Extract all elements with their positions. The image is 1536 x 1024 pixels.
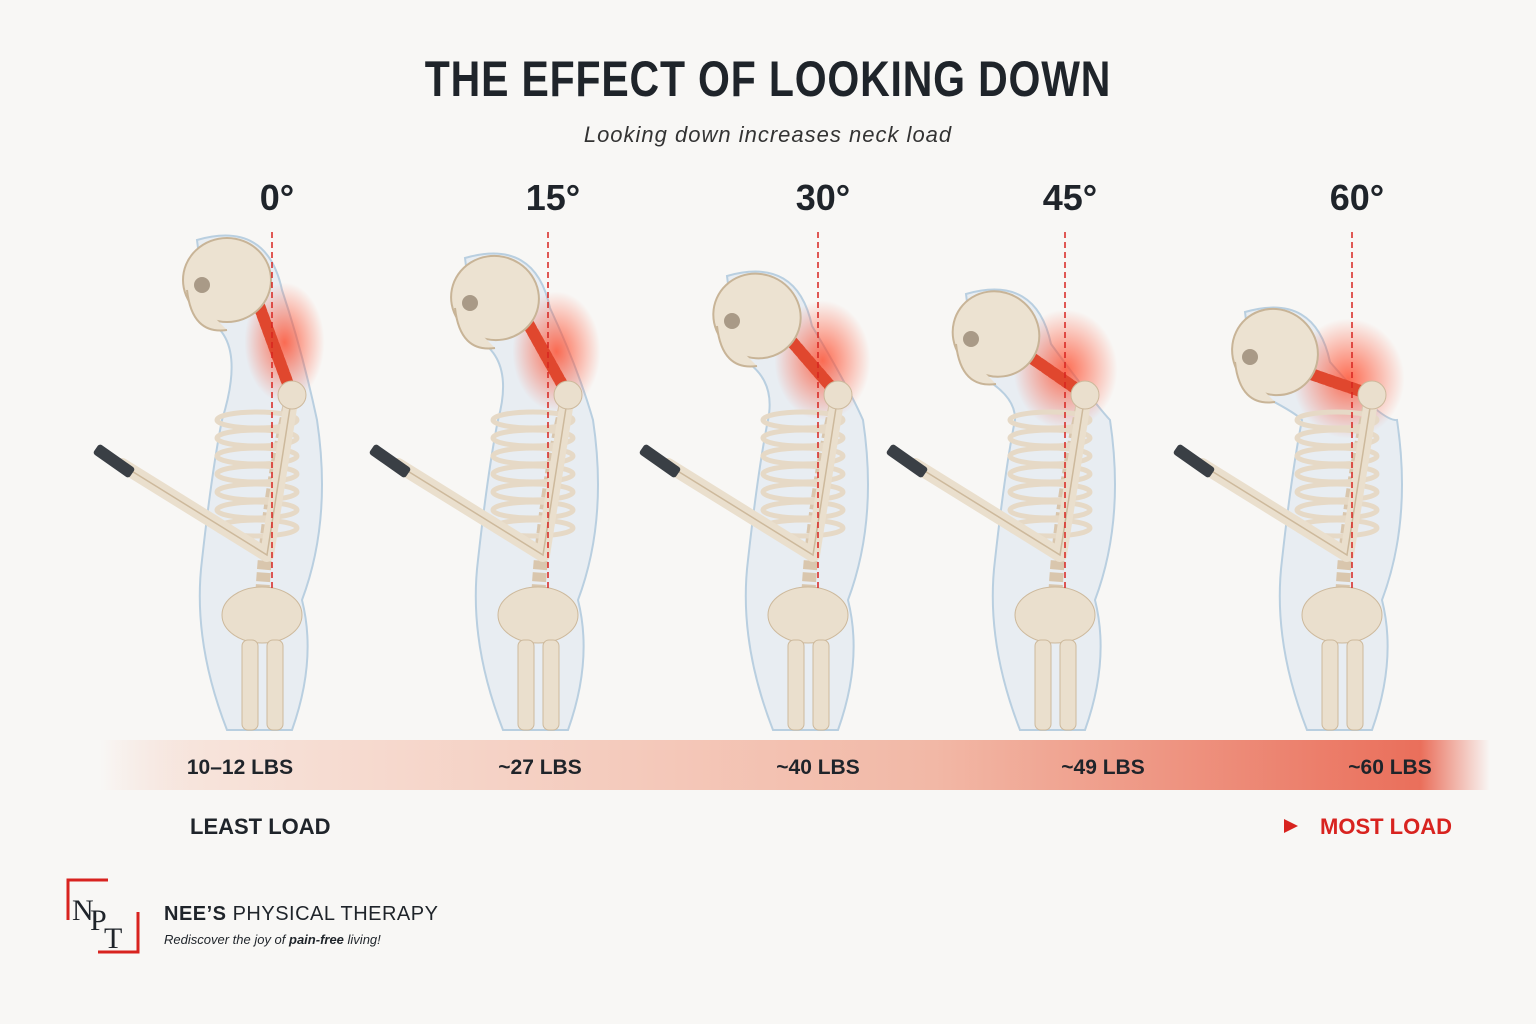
phone xyxy=(93,444,135,478)
load-label: ~60 LBS xyxy=(1348,756,1431,779)
shoulder xyxy=(823,380,853,410)
leg xyxy=(787,639,805,731)
jaw xyxy=(716,325,758,368)
figure: 0° 10–12 LBS xyxy=(93,177,325,779)
tagline-bold: pain-free xyxy=(289,932,344,947)
logo-letter: T xyxy=(104,922,122,955)
angle-label: 60° xyxy=(1330,177,1384,218)
arm-edge xyxy=(914,394,1086,557)
shoulder xyxy=(1357,380,1387,410)
load-label: ~27 LBS xyxy=(498,756,581,779)
phone xyxy=(886,444,928,478)
eye-socket xyxy=(724,313,740,329)
leg xyxy=(1346,639,1364,731)
leg xyxy=(1034,639,1052,731)
arm-edge xyxy=(121,394,293,557)
logo: N P T xyxy=(66,878,140,955)
jaw xyxy=(955,343,997,386)
skull xyxy=(182,237,272,323)
logo-letter: P xyxy=(90,904,107,937)
brand-rest: PHYSICAL THERAPY xyxy=(232,903,439,925)
angle-label: 0° xyxy=(260,177,294,218)
arm-edge xyxy=(667,394,839,557)
leg xyxy=(1321,639,1339,731)
angle-label: 45° xyxy=(1043,177,1097,218)
jaw xyxy=(186,289,228,332)
leg xyxy=(266,639,284,731)
shoulder xyxy=(1070,380,1100,410)
figure: 60° ~60 LBS xyxy=(1173,177,1432,779)
jaw xyxy=(454,307,496,350)
least-load: LEAST LOAD xyxy=(190,814,331,839)
cervical-spine xyxy=(251,294,298,401)
load-label: ~49 LBS xyxy=(1061,756,1144,779)
title: THE EFFECT OF LOOKING DOWN xyxy=(424,51,1112,107)
brand-bold: NEE’S xyxy=(164,903,227,925)
neck-strain xyxy=(512,291,601,412)
tagline-part: living! xyxy=(343,932,381,947)
load-label: ~40 LBS xyxy=(776,756,859,779)
leg xyxy=(812,639,830,731)
shoulder xyxy=(277,380,307,410)
shoulder xyxy=(553,380,583,410)
pelvis xyxy=(1014,586,1096,644)
eye-socket xyxy=(1242,349,1258,365)
subtitle: Looking down increases neck load xyxy=(583,122,953,147)
skull xyxy=(450,254,540,342)
leg xyxy=(542,639,560,731)
angle-label: 30° xyxy=(796,177,850,218)
phone xyxy=(1173,444,1215,478)
leg xyxy=(517,639,535,731)
pelvis xyxy=(497,586,579,644)
pelvis xyxy=(767,586,849,644)
logo-letter: N xyxy=(72,894,94,927)
load-band xyxy=(100,740,1490,790)
brand-name: NEE’S PHYSICAL THERAPY xyxy=(164,903,438,926)
figure: 45° ~49 LBS xyxy=(886,177,1145,779)
pelvis xyxy=(1301,586,1383,644)
eye-socket xyxy=(963,331,979,347)
cervical-spine xyxy=(519,312,574,401)
leg xyxy=(1059,639,1077,731)
phone xyxy=(369,444,411,478)
arm-edge xyxy=(397,394,569,557)
arrow-head xyxy=(1284,819,1298,833)
figure: 15° ~27 LBS xyxy=(369,177,601,779)
eye-socket xyxy=(462,295,478,311)
leg xyxy=(241,639,259,731)
tagline-part: Rediscover the joy of xyxy=(164,932,290,947)
eye-socket xyxy=(194,277,210,293)
arm-edge xyxy=(1201,394,1373,557)
phone xyxy=(639,444,681,478)
figure: 30° ~40 LBS xyxy=(639,177,871,779)
jaw xyxy=(1234,361,1276,404)
load-label: 10–12 LBS xyxy=(187,756,293,779)
most-load: MOST LOAD xyxy=(1320,814,1452,839)
pelvis xyxy=(221,586,303,644)
angle-label: 15° xyxy=(526,177,580,218)
tagline: Rediscover the joy of pain-free living! xyxy=(164,932,381,947)
